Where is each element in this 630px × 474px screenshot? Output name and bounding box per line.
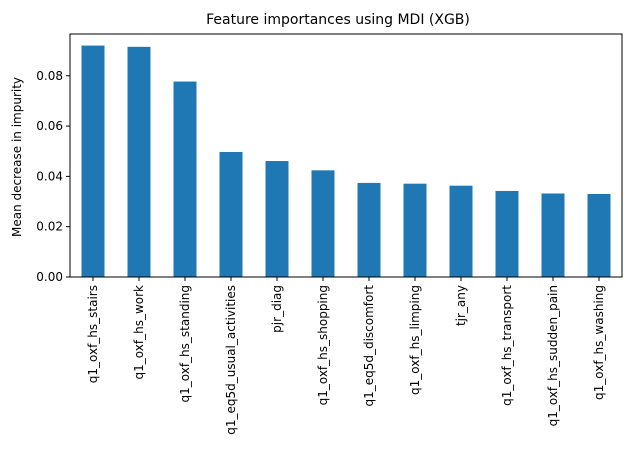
bar-q1_eq5d_discomfort — [357, 182, 381, 277]
bar-q1_oxf_hs_standing — [173, 81, 197, 277]
chart-title: Feature importances using MDI (XGB) — [206, 12, 470, 28]
bar-q1_oxf_hs_washing — [587, 193, 611, 277]
x-tick-label: q1_oxf_hs_stairs — [86, 285, 100, 383]
x-tick-label: pjr_diag — [270, 285, 284, 333]
x-tick-label: q1_oxf_hs_sudden_pain — [546, 285, 560, 426]
plot-frame — [69, 33, 623, 278]
y-ticks-group: 0.00 0.02 0.04 0.06 0.08 — [36, 69, 70, 284]
bar-q1_oxf_hs_stairs — [81, 45, 105, 278]
y-tick-label: 0.04 — [36, 169, 63, 183]
y-tick-label: 0.06 — [36, 119, 63, 133]
x-tick-label: q1_oxf_hs_washing — [592, 285, 606, 400]
bar-q1_oxf_hs_shopping — [311, 170, 335, 277]
x-tick-label: q1_oxf_hs_standing — [178, 285, 192, 403]
bars-group — [81, 45, 611, 278]
y-tick-label: 0.08 — [36, 69, 63, 83]
y-axis-label: Mean decrease in impurity — [10, 77, 24, 237]
bar-q1_oxf_hs_sudden_pain — [541, 193, 565, 277]
x-tick-label: q1_oxf_hs_work — [132, 285, 146, 379]
x-tick-label: q1_oxf_hs_limping — [408, 285, 422, 395]
y-tick-label: 0.00 — [36, 270, 63, 284]
bar-tjr_any — [449, 185, 473, 277]
bar-pjr_diag — [265, 161, 289, 277]
x-tick-label: q1_eq5d_usual_activities — [224, 285, 238, 435]
x-ticks-group: q1_oxf_hs_stairs q1_oxf_hs_work q1_oxf_hs_… — [86, 277, 606, 435]
bar-q1_oxf_hs_limping — [403, 183, 427, 277]
x-tick-label: q1_oxf_hs_shopping — [316, 285, 330, 405]
y-tick-label: 0.02 — [36, 220, 63, 234]
bar-q1_oxf_hs_transport — [495, 190, 519, 277]
x-tick-label: q1_eq5d_discomfort — [362, 285, 376, 407]
bar-q1_oxf_hs_work — [127, 46, 151, 277]
bar-q1_eq5d_usual_activities — [219, 151, 243, 277]
x-tick-label: tjr_any — [454, 285, 468, 326]
x-tick-label: q1_oxf_hs_transport — [500, 285, 514, 406]
